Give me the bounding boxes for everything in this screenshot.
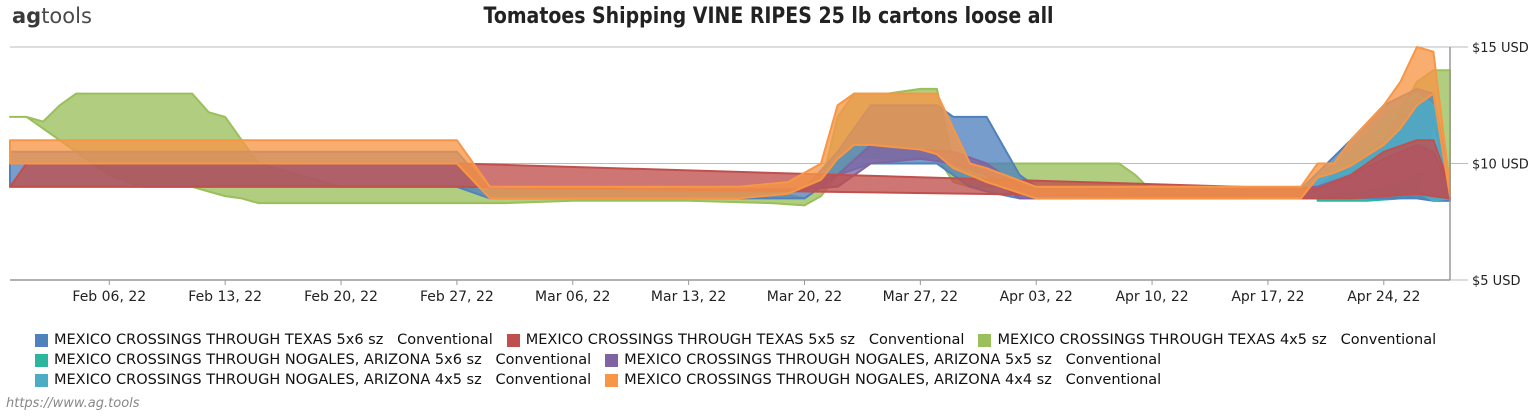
legend-item[interactable]: MEXICO CROSSINGS THROUGH TEXAS 4x5 sz Co… <box>978 332 1436 348</box>
legend-row: MEXICO CROSSINGS THROUGH TEXAS 5x6 sz Co… <box>35 330 1450 350</box>
legend-row: MEXICO CROSSINGS THROUGH NOGALES, ARIZON… <box>35 370 1450 390</box>
x-tick-label: Mar 20, 22 <box>767 289 842 305</box>
legend-label: MEXICO CROSSINGS THROUGH NOGALES, ARIZON… <box>54 372 592 388</box>
legend-item[interactable]: MEXICO CROSSINGS THROUGH NOGALES, ARIZON… <box>35 372 591 388</box>
agtools-logo[interactable]: agtools <box>12 4 92 28</box>
chart-title: Tomatoes Shipping VINE RIPES 25 lb carto… <box>483 4 1054 29</box>
legend-swatch <box>35 333 48 347</box>
x-tick-label: Mar 27, 22 <box>883 289 958 305</box>
legend-swatch <box>978 333 992 347</box>
series-areas <box>9 46 1451 207</box>
x-tick-label: Apr 17, 22 <box>1231 289 1304 305</box>
legend-swatch <box>605 353 619 367</box>
x-tick-labels: Feb 06, 22 Feb 13, 22 Feb 20, 22 Feb 27, 22… <box>72 289 1420 305</box>
x-tick-label: Apr 03, 22 <box>1000 289 1073 305</box>
legend-swatch <box>35 373 48 387</box>
y-tick-label: $10 USD <box>1472 158 1529 173</box>
legend-item[interactable]: MEXICO CROSSINGS THROUGH TEXAS 5x5 sz Co… <box>506 332 965 348</box>
x-tick-label: Feb 27, 22 <box>420 289 494 305</box>
legend-swatch <box>35 353 48 367</box>
y-tick-label: $15 USD <box>1472 41 1529 56</box>
logo-prefix: ag <box>12 4 42 28</box>
x-tick-label: Mar 13, 22 <box>651 289 726 305</box>
legend-row: MEXICO CROSSINGS THROUGH NOGALES, ARIZON… <box>35 350 1450 370</box>
legend-label: MEXICO CROSSINGS THROUGH NOGALES, ARIZON… <box>624 372 1162 388</box>
legend-item[interactable]: MEXICO CROSSINGS THROUGH NOGALES, ARIZON… <box>605 352 1161 368</box>
legend-label: MEXICO CROSSINGS THROUGH TEXAS 4x5 sz Co… <box>997 332 1437 348</box>
x-tick-label: Feb 20, 22 <box>304 289 378 305</box>
legend-label: MEXICO CROSSINGS THROUGH NOGALES, ARIZON… <box>624 352 1162 368</box>
legend-swatch <box>506 333 520 347</box>
y-tick-labels: $15 USD $10 USD $5 USD <box>1472 41 1529 289</box>
legend-item[interactable]: MEXICO CROSSINGS THROUGH NOGALES, ARIZON… <box>35 352 591 368</box>
chart-legend: MEXICO CROSSINGS THROUGH TEXAS 5x6 sz Co… <box>35 330 1450 390</box>
legend-label: MEXICO CROSSINGS THROUGH TEXAS 5x6 sz Co… <box>54 332 493 348</box>
x-tick-label: Feb 06, 22 <box>72 289 146 305</box>
x-tick-label: Feb 13, 22 <box>188 289 262 305</box>
legend-swatch <box>605 373 619 387</box>
legend-label: MEXICO CROSSINGS THROUGH NOGALES, ARIZON… <box>54 352 592 368</box>
y-tick-label: $5 USD <box>1472 274 1520 289</box>
legend-label: MEXICO CROSSINGS THROUGH TEXAS 5x5 sz Co… <box>525 332 965 348</box>
x-tick-label: Apr 24, 22 <box>1347 289 1420 305</box>
logo-suffix: tools <box>41 4 92 28</box>
x-tick-label: Apr 10, 22 <box>1115 289 1188 305</box>
price-area-chart: $15 USD $10 USD $5 USD Feb 06, 22 Feb 13, 2… <box>9 41 1529 305</box>
legend-item[interactable]: MEXICO CROSSINGS THROUGH NOGALES, ARIZON… <box>605 372 1161 388</box>
source-url[interactable]: https://www.ag.tools <box>6 396 140 411</box>
axes <box>10 47 1451 285</box>
legend-item[interactable]: MEXICO CROSSINGS THROUGH TEXAS 5x6 sz Co… <box>35 332 493 348</box>
x-tick-label: Mar 06, 22 <box>535 289 610 305</box>
